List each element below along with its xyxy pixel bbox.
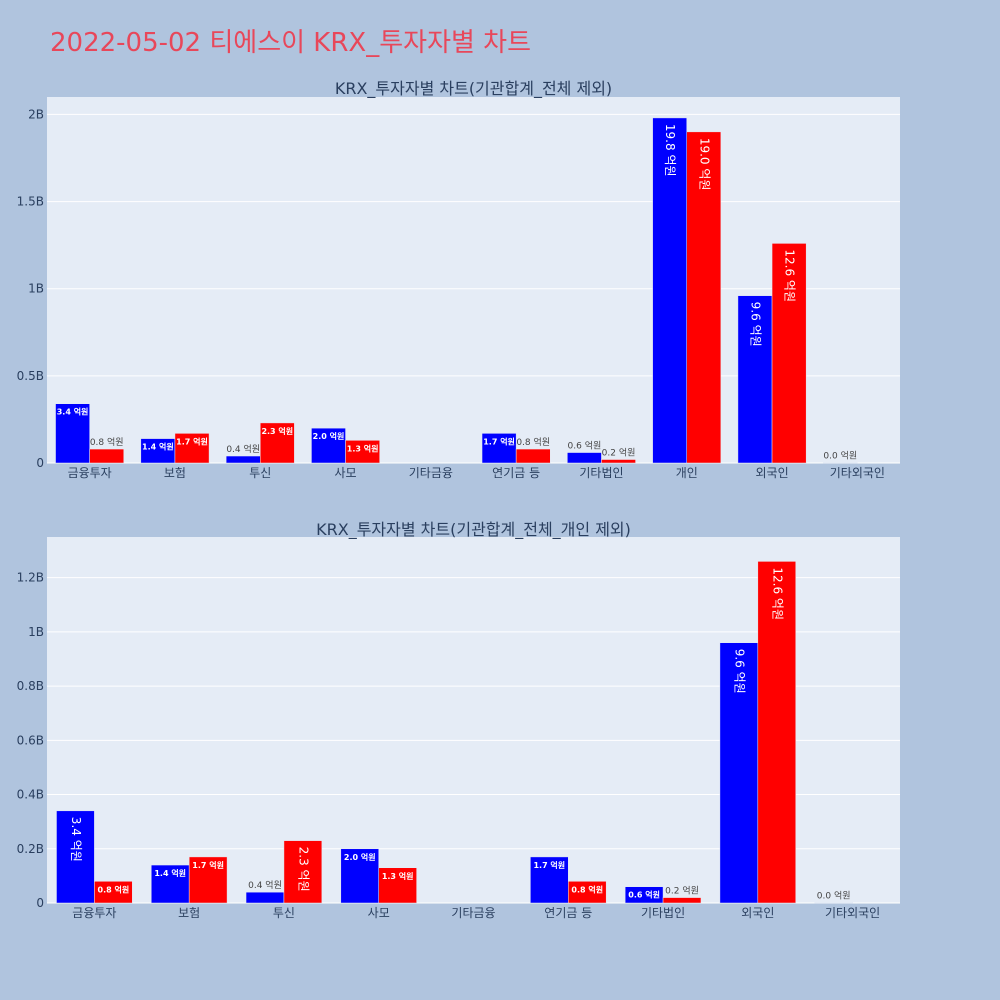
x-tick-label: 기타외국인 [825,906,880,920]
x-tick-label: 기타외국인 [830,466,885,480]
bar [719,642,759,904]
data-label: 19.0 억원 [697,138,711,191]
data-label: 0.8 억원 [516,436,550,448]
bar [311,427,346,464]
data-label: 0.8 억원 [90,436,124,448]
x-tick-label: 기타법인 [641,906,685,920]
x-tick-label: 사모 [368,906,390,920]
data-label: 1.3 억원 [347,443,379,453]
data-label: 1.7 억원 [533,860,565,870]
y-tick-label: 0.5B [17,369,44,383]
data-label: 2.3 억원 [296,847,310,892]
bar [568,881,607,904]
y-tick-label: 0.2B [17,842,44,856]
data-label: 0.6 억원 [568,440,602,452]
bar [757,561,796,904]
bar [652,117,688,464]
x-tick-label: 보험 [178,906,200,920]
data-label: 0.4 억원 [226,443,260,455]
data-label: 9.6 억원 [732,649,746,694]
chart-title: KRX_투자자별 차트(기관합계_전체 제외) [335,79,612,99]
data-label: 1.4 억원 [154,868,186,878]
x-tick-label: 외국인 [755,466,788,480]
bar [662,897,702,904]
bar [530,856,569,904]
x-tick-label: 기타금융 [451,906,495,920]
x-tick-label: 개인 [676,466,698,480]
x-tick-label: 사모 [335,466,357,480]
y-tick-label: 0 [36,456,44,470]
data-label: 0.0 억원 [817,890,851,902]
x-tick-label: 연기금 등 [544,906,592,920]
data-label: 0.6 억원 [628,890,660,900]
data-label: 2.0 억원 [344,852,376,862]
data-label: 0.2 억원 [665,885,699,897]
bar [260,422,295,464]
data-label: 3.4 억원 [69,817,83,862]
bar [771,243,807,464]
x-tick-label: 기타법인 [579,466,623,480]
data-label: 19.8 억원 [663,124,677,177]
bar [140,438,176,464]
y-tick-label: 0.4B [17,788,44,802]
x-tick-label: 기타금융 [409,466,453,480]
bar [601,459,636,464]
bar [225,455,261,464]
bar [822,462,858,464]
y-tick-label: 0.6B [17,733,44,747]
x-tick-label: 금융투자 [68,466,112,480]
data-label: 0.8 억원 [98,884,130,894]
data-label: 3.4 억원 [57,407,89,417]
bar [515,448,551,464]
data-label: 2.3 억원 [261,426,293,436]
data-label: 12.6 억원 [770,567,784,620]
y-tick-label: 0.8B [17,679,44,693]
y-tick-label: 1.2B [17,571,44,585]
bar [151,864,190,904]
x-tick-label: 투신 [249,466,271,480]
data-label: 1.7 억원 [176,436,208,446]
data-label: 0.0 억원 [823,450,857,462]
y-tick-label: 0 [36,896,44,910]
data-label: 0.4 억원 [248,879,282,891]
y-tick-label: 1B [28,625,44,639]
x-tick-label: 투신 [273,906,295,920]
bar [624,886,664,904]
bar [340,848,379,904]
bar [481,433,517,464]
y-tick-label: 2B [28,107,44,121]
y-tick-label: 1B [28,282,44,296]
bar [188,856,228,904]
bar [567,452,602,464]
x-tick-label: 금융투자 [72,906,116,920]
y-tick-label: 1.5B [17,195,44,209]
chart-title: KRX_투자자별 차트(기관합계_전체_개인 제외) [316,520,631,540]
page-title: 2022-05-02 티에스이 KRX_투자자별 차트 [50,28,532,58]
bar [94,881,133,904]
x-tick-label: 외국인 [741,906,774,920]
bar [814,902,853,904]
data-label: 0.2 억원 [602,447,636,459]
bar [686,131,722,464]
bar [737,295,773,464]
data-label: 0.8 억원 [571,884,603,894]
data-label: 1.7 억원 [483,436,515,446]
data-label: 12.6 억원 [783,249,797,302]
data-label: 1.7 억원 [192,860,224,870]
bar [174,433,210,464]
data-label: 9.6 억원 [748,302,762,347]
x-tick-label: 연기금 등 [492,466,540,480]
bar [55,403,90,464]
bar [89,448,125,464]
data-label: 2.0 억원 [313,431,345,441]
bar [283,840,323,904]
data-label: 1.3 억원 [382,871,414,881]
x-tick-label: 보험 [164,466,186,480]
data-label: 1.4 억원 [142,442,174,452]
bar [345,440,380,464]
bar [378,867,417,904]
bar [245,891,285,904]
bar [56,810,95,904]
